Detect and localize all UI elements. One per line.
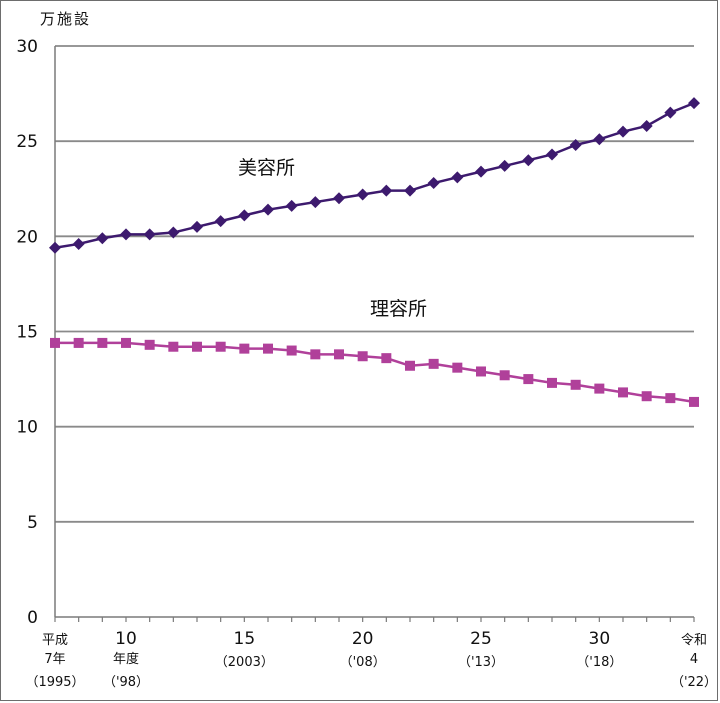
data-point-1 <box>357 351 368 362</box>
data-point-0 <box>475 165 487 178</box>
x-tick-label: 15 <box>234 629 256 649</box>
x-tick-label: 7年 <box>44 652 65 667</box>
data-point-0 <box>167 226 180 239</box>
data-point-1 <box>50 337 60 348</box>
x-tick-label: 4 <box>690 652 698 667</box>
data-point-1 <box>689 396 699 407</box>
data-point-0 <box>285 199 298 212</box>
data-point-1 <box>641 391 652 402</box>
data-point-0 <box>640 119 653 132</box>
data-point-0 <box>617 125 629 138</box>
gridlines <box>55 45 694 523</box>
data-point-1 <box>286 345 297 356</box>
data-point-1 <box>192 341 202 352</box>
data-point-1 <box>168 341 179 352</box>
data-point-0 <box>72 237 85 250</box>
data-point-1 <box>381 353 392 364</box>
data-point-1 <box>97 337 108 348</box>
data-point-1 <box>499 370 510 381</box>
data-point-0 <box>120 228 132 241</box>
data-point-0 <box>49 241 61 254</box>
data-point-0 <box>262 203 274 216</box>
data-point-0 <box>356 188 369 201</box>
data-point-1 <box>144 339 155 350</box>
data-point-0 <box>309 196 322 209</box>
data-point-1 <box>594 383 605 394</box>
data-point-0 <box>522 154 535 167</box>
data-point-1 <box>547 377 557 388</box>
data-point-0 <box>427 177 440 190</box>
x-tick-label: 20 <box>352 629 374 649</box>
data-point-1 <box>121 337 131 348</box>
data-point-0 <box>498 159 511 172</box>
data-point-0 <box>451 171 464 184</box>
x-tick-label: 30 <box>589 629 611 649</box>
data-point-1 <box>428 358 439 369</box>
data-point-0 <box>214 215 227 228</box>
x-tick-label: 平成 <box>42 633 68 648</box>
x-tick-label: 年度 <box>113 651 139 667</box>
data-point-0 <box>143 228 156 241</box>
data-point-1 <box>405 360 415 371</box>
y-tick-label: 5 <box>27 513 38 533</box>
data-point-1 <box>570 379 581 390</box>
series-line-0 <box>54 101 695 249</box>
y-tick-label: 0 <box>27 608 38 628</box>
data-point-0 <box>569 138 582 151</box>
x-tick-label: （'13） <box>458 655 504 670</box>
data-point-0 <box>238 209 251 222</box>
data-point-0 <box>191 220 203 233</box>
data-point-0 <box>546 148 558 161</box>
series-label-beauty: 美容所 <box>238 157 295 179</box>
x-tick-label: 25 <box>470 629 492 649</box>
x-tick-label: （'08） <box>340 655 386 670</box>
data-point-1 <box>73 337 84 348</box>
data-point-0 <box>380 184 393 197</box>
data-point-1 <box>476 366 486 377</box>
y-tick-label: 15 <box>16 323 38 343</box>
series <box>49 97 700 407</box>
data-point-1 <box>310 349 321 360</box>
data-point-1 <box>239 343 250 354</box>
x-tick-label: （'18） <box>576 655 622 670</box>
data-point-1 <box>334 349 344 360</box>
x-tick-label: （'98） <box>103 675 149 690</box>
data-point-1 <box>452 362 463 373</box>
data-point-1 <box>618 387 628 398</box>
data-point-1 <box>263 343 273 354</box>
data-point-0 <box>333 192 345 205</box>
series-line-1 <box>55 341 695 404</box>
data-point-0 <box>404 184 416 197</box>
data-point-0 <box>664 106 677 119</box>
data-point-1 <box>523 374 534 385</box>
x-tick-label: （'22） <box>671 675 717 690</box>
data-point-0 <box>96 232 109 245</box>
data-point-0 <box>688 97 700 110</box>
x-tick-label: （2003） <box>215 655 274 670</box>
y-tick-label: 20 <box>16 227 38 247</box>
x-tick-label: 10 <box>115 629 137 649</box>
data-point-1 <box>215 341 226 352</box>
data-point-1 <box>665 393 676 404</box>
y-tick-label: 25 <box>16 132 38 152</box>
axes <box>54 46 694 618</box>
y-tick-labels: 0 5 10 15 20 25 30 <box>16 37 38 628</box>
series-label-barber: 理容所 <box>370 298 427 320</box>
x-tick-label: 令和 <box>681 633 707 648</box>
data-point-0 <box>593 133 606 146</box>
y-tick-label: 30 <box>16 37 38 57</box>
x-tick-labels: 平成 7年 （1995） 10 年度 （'98） 15 （2003） 20 （'08） 25 （'13… <box>25 617 717 690</box>
x-tick-label: （1995） <box>25 675 84 690</box>
y-tick-label: 10 <box>16 418 38 438</box>
y-unit-label: 万施設 <box>40 10 91 28</box>
